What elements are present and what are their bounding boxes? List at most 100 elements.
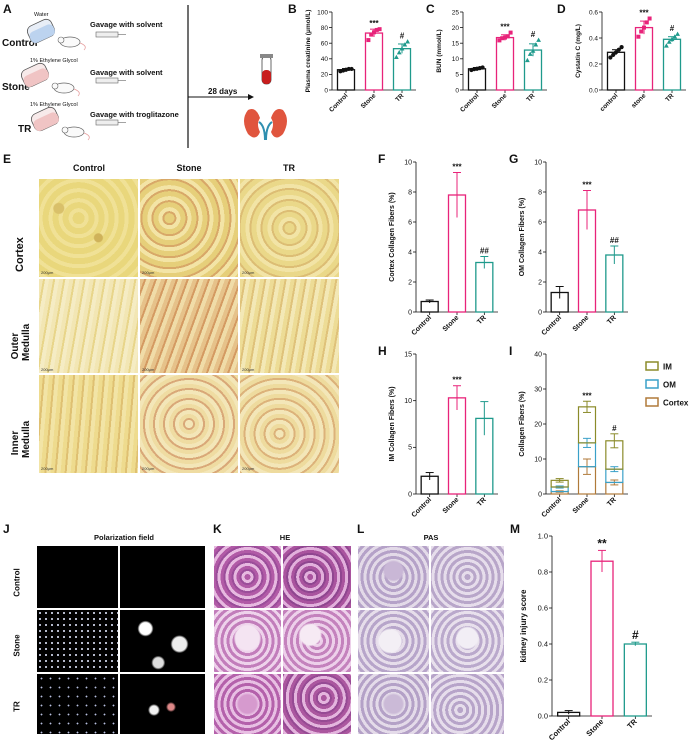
panel-letter-i: I <box>509 344 513 358</box>
x-tick-label: Control <box>541 496 564 519</box>
scale-bar-label: 200μm <box>142 367 155 372</box>
scale-bar-label: 200μm <box>242 270 255 275</box>
bar <box>623 643 647 717</box>
x-tick-label: TR <box>664 92 675 103</box>
y-tick-label: 5 <box>408 445 412 452</box>
data-point <box>669 36 675 42</box>
scale-bar-label: 200μm <box>142 270 155 275</box>
x-tick-label: Stone <box>584 717 605 738</box>
data-point <box>675 31 680 36</box>
mouse-icon-control <box>57 36 86 51</box>
panel-letter-b: B <box>288 2 297 16</box>
y-tick-label: 20 <box>534 421 542 428</box>
image-e-im-tr <box>239 374 340 474</box>
y-tick-label: 4 <box>408 249 412 256</box>
drink-label-tr: 1% Ethylene Glycol <box>30 102 78 108</box>
legend-swatch <box>645 397 659 407</box>
panel-letter-a: A <box>3 2 12 16</box>
y-tick-label: 25 <box>452 9 460 16</box>
image-e-cortex-control <box>38 178 139 278</box>
kidney-icon <box>244 109 287 141</box>
group-label-control: Control <box>2 38 38 49</box>
significance-marker: *** <box>582 181 592 190</box>
significance-marker: # <box>400 32 405 41</box>
y-tick-label: 10 <box>452 56 460 63</box>
panel-letter-j: J <box>3 522 10 536</box>
y-tick-label: 0 <box>408 309 412 316</box>
image-k-control-2 <box>282 545 352 609</box>
data-point <box>396 50 402 55</box>
image-j-control-1 <box>36 545 119 609</box>
bar <box>590 560 614 717</box>
image-l-stone-1 <box>357 609 430 673</box>
significance-marker: *** <box>639 9 649 18</box>
panel-letter-e: E <box>3 152 12 166</box>
data-point <box>664 43 669 48</box>
image-k-control-1 <box>213 545 282 609</box>
row-label-j-stone: Stone <box>12 634 22 657</box>
mouse-icon-stone <box>51 82 80 97</box>
scale-bar-label: 200μm <box>41 270 54 275</box>
row-label-j-tr: TR <box>12 701 22 712</box>
data-point <box>503 35 507 40</box>
data-point <box>619 45 624 50</box>
y-axis-label: IM Collagen Fibers (%) <box>389 386 396 461</box>
y-tick-label: 0 <box>408 491 412 498</box>
image-j-stone-1 <box>36 609 119 673</box>
y-tick-label: 0.8 <box>538 567 548 576</box>
drink-label-stone: 1% Ethylene Glycol <box>30 58 78 64</box>
x-tick-label: Stone <box>572 496 591 515</box>
eg-bottle-icon <box>20 62 50 88</box>
y-tick-label: 0 <box>538 491 542 498</box>
scale-bar-label: 200μm <box>41 466 54 471</box>
data-point <box>611 52 616 58</box>
y-tick-label: 0 <box>538 309 542 316</box>
data-point <box>536 37 541 42</box>
y-tick-label: 0 <box>324 87 328 94</box>
significance-marker: *** <box>452 163 462 172</box>
x-tick-label: Stone <box>442 496 461 515</box>
image-e-cortex-stone <box>139 178 239 278</box>
group-label-tr: TR <box>18 124 32 135</box>
y-tick-label: 15 <box>404 351 412 358</box>
data-point <box>405 39 410 44</box>
panel-letter-d: D <box>557 2 566 16</box>
y-axis-label: Collagen Fibers (%) <box>519 391 526 456</box>
column-label-control: Control <box>73 163 105 173</box>
image-l-tr-2 <box>430 673 505 735</box>
row-label-outer-medulla: Outer Medulla <box>10 323 32 361</box>
significance-marker: *** <box>452 376 462 385</box>
legend-swatch <box>645 379 659 389</box>
data-point <box>533 42 539 47</box>
bar <box>447 397 467 495</box>
y-tick-label: 6 <box>408 219 412 226</box>
image-e-im-control <box>38 374 139 474</box>
data-point <box>377 27 382 32</box>
panel-letter-g: G <box>509 152 519 166</box>
chart-om-collagen: 0 2 4 6 8 10 OM Collagen Fibers (%) Control Ston… <box>519 159 628 337</box>
y-tick-label: 60 <box>321 41 329 48</box>
y-tick-label: 10 <box>404 398 412 405</box>
y-tick-label: 2 <box>408 279 412 286</box>
data-point <box>527 51 533 56</box>
row-label-inner-medulla: Inner Medulla <box>10 420 32 458</box>
syringe-icon <box>95 31 126 126</box>
eg-bottle-icon-2 <box>30 106 60 132</box>
image-k-stone-1 <box>213 609 282 673</box>
x-tick-label: TR <box>394 92 405 103</box>
data-point <box>613 50 619 55</box>
scale-bar-label: 200μm <box>142 466 155 471</box>
x-tick-label: Control <box>547 717 572 742</box>
bar <box>392 48 412 91</box>
data-point <box>530 48 536 53</box>
panel-letter-l: L <box>357 522 365 536</box>
data-point <box>672 34 678 39</box>
x-tick-label: TR <box>476 314 488 326</box>
data-point <box>374 27 379 32</box>
y-tick-label: 20 <box>452 25 460 32</box>
y-axis-label: Cystatin C (mg/L) <box>575 24 582 78</box>
image-e-om-control <box>38 278 139 374</box>
y-tick-label: 0.6 <box>589 9 598 16</box>
x-tick-label: TR <box>525 92 536 103</box>
x-tick-label: TR <box>606 496 618 508</box>
